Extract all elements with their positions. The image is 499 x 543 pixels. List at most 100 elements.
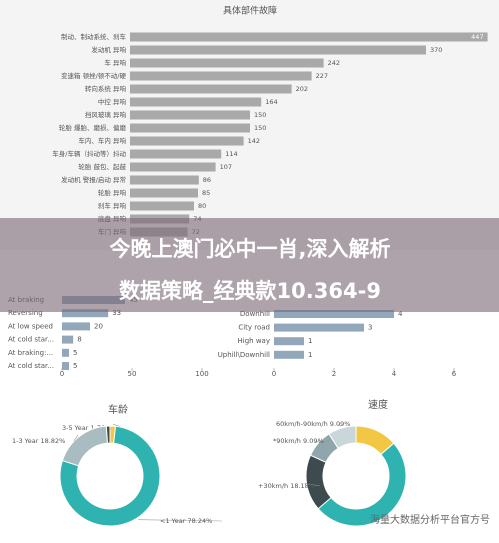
slice-value: 78.24%: [188, 517, 213, 525]
donut-slice: [61, 425, 109, 467]
value-label: 227: [316, 72, 328, 80]
bar: [130, 110, 250, 120]
bar: [130, 71, 312, 81]
bar: [274, 337, 304, 346]
category-label: At low speed: [8, 322, 53, 330]
value-label: 20: [94, 322, 103, 330]
bar: [130, 123, 250, 133]
slice-label: +30km/h 18.18%: [258, 482, 315, 490]
value-label: 80: [198, 202, 206, 210]
slice-value: 9.09%: [330, 420, 351, 428]
category-label: 发动机 异响: [91, 45, 126, 54]
bar: [130, 149, 222, 159]
category-label: 轮胎 鼓包、起鼓: [78, 162, 126, 171]
value-label: 242: [328, 59, 340, 67]
donut-slice: [105, 425, 111, 444]
chart-title: 具体部件故障: [223, 5, 277, 17]
x-tick-label: 4: [392, 370, 397, 378]
donut-slice: [317, 442, 407, 527]
value-label: 447: [471, 33, 483, 41]
value-label: 202: [296, 85, 308, 93]
bar: [62, 362, 69, 370]
bar: [130, 58, 324, 68]
x-tick-label: 50: [128, 370, 137, 378]
value-label: 150: [254, 124, 266, 132]
bar: [130, 175, 199, 185]
bar: [130, 201, 194, 211]
donut-slice: [328, 425, 357, 449]
leader-line: [316, 440, 336, 443]
value-label: 142: [248, 137, 260, 145]
category-label: 制动、制动系统、刹车: [61, 32, 127, 41]
category-label: 变速箱 顿挫/顿不动/硬: [61, 71, 126, 80]
value-label: 85: [202, 189, 210, 197]
value-label: 86: [203, 176, 211, 184]
category-label: 刹车 异响: [98, 201, 127, 210]
leader-line: [337, 423, 342, 427]
bar: [130, 97, 262, 107]
slice-value: 9.09%: [303, 437, 324, 445]
overlay-text: 数据策略_经典款10.364-9: [119, 279, 381, 303]
slice-name: 60km/h-90km/h: [276, 420, 328, 428]
category-label: 转向系统 异响: [85, 84, 127, 93]
bar: [62, 322, 90, 331]
x-tick-label: 0: [272, 370, 276, 378]
value-label: 4: [398, 310, 403, 318]
category-label: 车内、车内 异响: [78, 136, 126, 145]
value-label: 1: [308, 337, 312, 345]
category-label: 轮胎 异响: [98, 188, 127, 197]
category-label: 轮胎 爆胎、磨损、偏磨: [59, 123, 127, 132]
x-tick-label: 100: [195, 370, 208, 378]
leader-line: [304, 483, 321, 487]
x-tick-label: 0: [60, 370, 64, 378]
value-label: 1: [308, 351, 312, 359]
bar: [130, 136, 244, 146]
overlay-band: [0, 218, 499, 312]
value-label: 107: [220, 163, 232, 171]
slice-name: *90km/h: [273, 437, 301, 445]
slice-label: 1-3 Year 18.82%: [12, 437, 65, 445]
category-label: 挡风玻璃 异响: [85, 110, 127, 119]
value-label: 3: [368, 324, 372, 332]
watermark: 海量大数据分析平台官方号: [370, 513, 490, 526]
slice-name: +30km/h: [258, 482, 288, 490]
value-label: 5: [73, 362, 77, 370]
chart-title: 速度: [368, 398, 388, 411]
leader-line: [73, 434, 79, 442]
category-label: 车身/车辆（抖动等）抖动: [52, 149, 126, 158]
category-label: High way: [238, 337, 270, 345]
bar: [274, 310, 394, 318]
x-tick-label: 6: [452, 370, 457, 378]
slice-label: <1 Year 78.24%: [160, 517, 212, 525]
slice-value: 18.18%: [290, 482, 315, 490]
category-label: 中控 异响: [98, 97, 127, 106]
bar: [130, 45, 426, 55]
slice-name: 1-3 Year: [12, 437, 39, 445]
bar: [274, 350, 304, 359]
category-label: City road: [238, 324, 270, 332]
category-label: 发动机 警报/启动 异常: [61, 175, 126, 184]
bar: [62, 309, 109, 318]
slice-name: 3-5 Year: [62, 424, 89, 432]
value-label: 33: [112, 309, 121, 317]
category-label: Reversing: [8, 309, 43, 317]
bar: [130, 162, 216, 172]
value-label: 150: [254, 111, 266, 119]
bar: [130, 188, 198, 198]
value-label: 370: [430, 46, 442, 54]
value-label: 114: [225, 150, 237, 158]
bar: [130, 32, 488, 42]
value-label: 8: [77, 336, 81, 344]
category-label: At cold star...: [8, 336, 54, 344]
chart-title: 车龄: [108, 403, 128, 416]
slice-label: *90km/h 9.09%: [273, 437, 324, 445]
category-label: Uphill\Downhill: [218, 351, 270, 359]
bar: [274, 323, 364, 332]
overlay-text: 今晚上澳门必中一肖,深入解析: [110, 237, 391, 261]
category-label: 车 异响: [104, 58, 126, 67]
leader-line: [138, 519, 223, 522]
bar: [62, 348, 69, 357]
category-label: At braking:...: [8, 349, 53, 357]
value-label: 5: [73, 349, 77, 357]
value-label: 164: [265, 98, 277, 106]
